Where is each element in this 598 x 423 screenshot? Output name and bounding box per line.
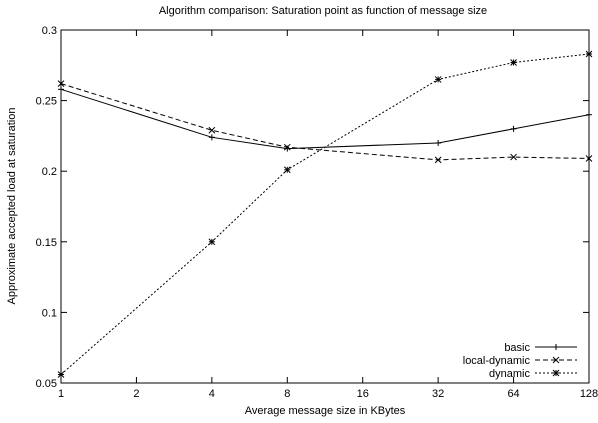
legend-label: basic <box>504 342 530 354</box>
y-tick-label: 0.05 <box>36 378 57 390</box>
legend-item-local-dynamic: local-dynamic <box>463 355 577 367</box>
x-tick-label: 16 <box>357 388 369 400</box>
legend-item-basic: basic <box>504 342 577 354</box>
data-point-basic <box>435 139 442 146</box>
series-dynamic <box>57 50 593 378</box>
y-axis-label: Approximate accepted load at saturation <box>6 108 18 305</box>
y-tick-label: 0.3 <box>42 25 57 37</box>
legend-item-dynamic: dynamic <box>489 368 577 380</box>
data-point-dynamic <box>434 76 442 83</box>
x-tick-label: 8 <box>284 388 290 400</box>
data-point-dynamic <box>57 371 65 378</box>
x-tick-label: 128 <box>580 388 598 400</box>
legend-marker <box>553 344 559 350</box>
data-point-local-dynamic <box>434 156 442 164</box>
legend-marker <box>552 369 560 377</box>
data-point-local-dynamic <box>283 143 291 151</box>
chart-title: Algorithm comparison: Saturation point a… <box>159 5 487 17</box>
x-tick-label: 32 <box>432 388 444 400</box>
data-point-dynamic <box>510 59 517 66</box>
x-tick-label: 2 <box>133 388 139 400</box>
x-axis: 1 2 4 8 16 32 64 128 <box>58 30 598 400</box>
legend-marker <box>552 356 560 364</box>
data-point-dynamic <box>283 166 291 174</box>
y-axis: 0.05 0.1 0.15 0.2 0.25 0.3 <box>36 25 589 390</box>
x-axis-label: Average message size in KBytes <box>245 405 406 417</box>
y-tick-label: 0.2 <box>42 166 57 178</box>
series-layer <box>57 50 593 378</box>
series-local-dynamic <box>57 80 593 164</box>
legend-label: dynamic <box>489 368 530 380</box>
y-tick-label: 0.15 <box>36 237 57 249</box>
legend-label: local-dynamic <box>463 355 531 367</box>
series-line-basic <box>60 88 590 150</box>
series-basic <box>58 86 592 152</box>
series-line-local-dynamic <box>60 83 590 161</box>
x-tick-label: 1 <box>58 388 64 400</box>
y-tick-label: 0.1 <box>42 307 57 319</box>
x-tick-label: 64 <box>507 388 519 400</box>
data-point-basic <box>208 134 215 141</box>
data-point-basic <box>586 111 592 118</box>
series-line-dynamic <box>60 53 590 375</box>
x-tick-label: 4 <box>209 388 215 400</box>
y-tick-label: 0.25 <box>36 96 57 108</box>
data-point-dynamic <box>585 50 593 58</box>
data-point-dynamic <box>208 238 216 246</box>
data-point-basic <box>58 86 64 93</box>
data-point-local-dynamic <box>208 126 216 134</box>
data-point-local-dynamic <box>57 80 65 88</box>
data-point-basic <box>510 125 517 132</box>
data-point-local-dynamic <box>585 155 593 162</box>
data-point-local-dynamic <box>510 153 517 161</box>
plot-frame <box>60 29 590 384</box>
